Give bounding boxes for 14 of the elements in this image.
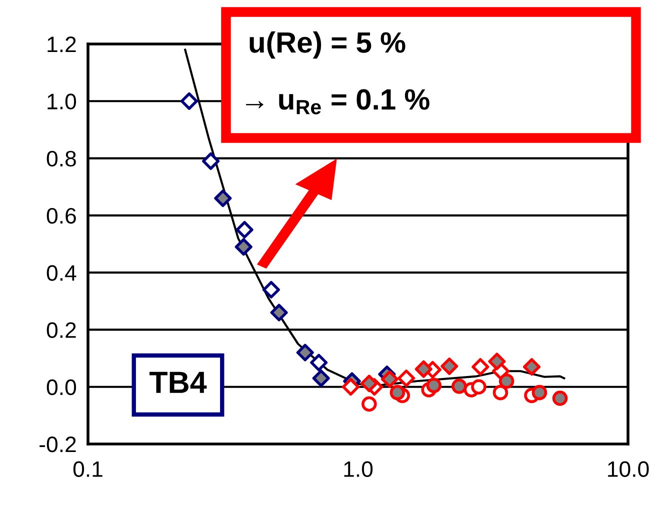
annotation: → u$_{Re}$ = 0.1 % (246, 89, 430, 114)
y-tick-label: 0.4 (46, 265, 76, 281)
y-tick-label: -0.2 (40, 436, 76, 452)
y-tick-label: 0.8 (46, 150, 76, 167)
y-tick-label: 0.2 (46, 322, 76, 338)
x-tick-label: 0.1 (73, 461, 102, 477)
annotation: TB4 (149, 372, 207, 393)
annotation: u(Re) = 5 % (250, 31, 406, 59)
y-tick-label: 0.6 (46, 208, 76, 224)
x-tick-label: 10.0 (608, 461, 649, 477)
y-tick-label: 0.0 (46, 379, 76, 396)
y-tick-label: 1.0 (48, 94, 76, 110)
y-tick-label: 1.2 (48, 36, 76, 52)
x-tick-label: 1.0 (344, 461, 373, 477)
